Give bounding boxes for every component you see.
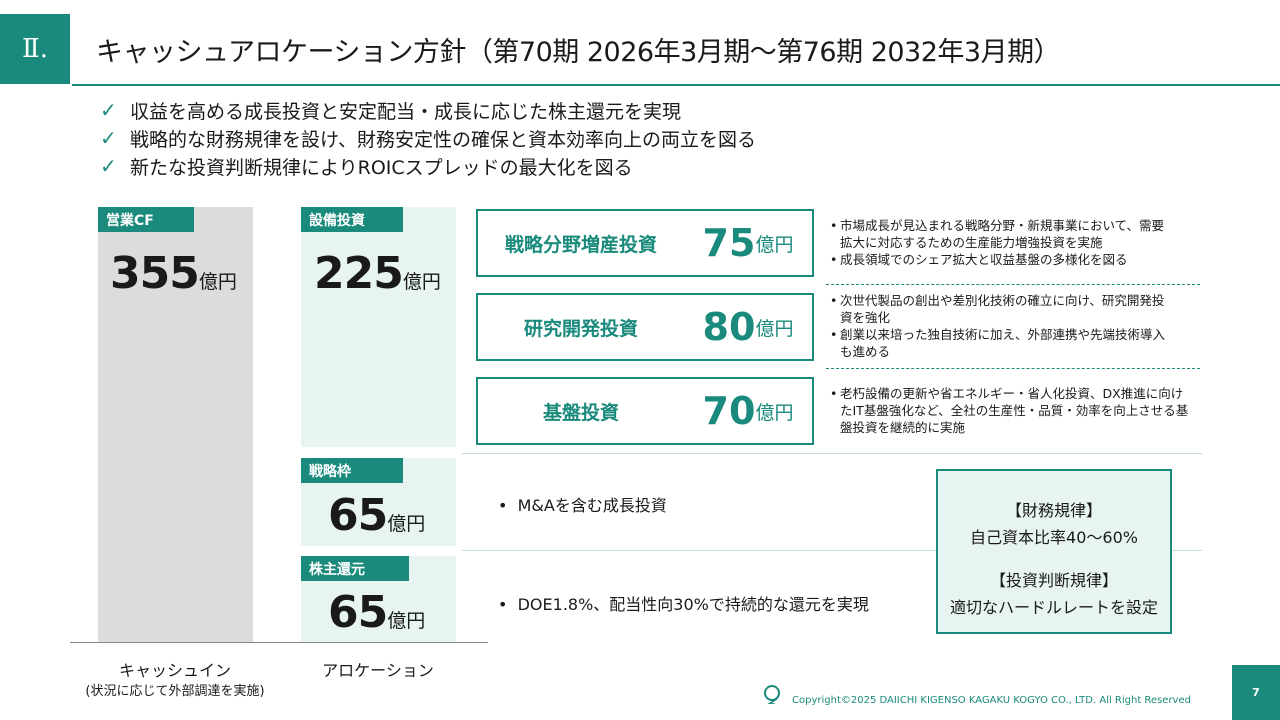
allocation-caption: アロケーション [322, 661, 434, 680]
investment-unit: 億円 [755, 317, 794, 340]
investment-value: 75 億円 [684, 209, 814, 277]
description-item: 成長領域でのシェア拡大と収益基盤の多様化を図る [840, 252, 1128, 267]
title-divider [72, 84, 1280, 86]
section-divider [462, 550, 1202, 551]
strategic-value: 65億円 [328, 490, 425, 541]
investment-description: • 老朽設備の更新や省エネルギー・省人化投資、DX推進に向けたIT基盤強化など、全… [830, 386, 1189, 435]
baseline [70, 642, 488, 643]
row-separator [826, 368, 1200, 369]
page-title: キャッシュアロケーション方針（第70期 2026年3月期～第76期 2032年3… [96, 37, 1061, 68]
investment-description: • 市場成長が見込まれる戦略分野・新規事業において、需要拡大に対応するための生産能… [830, 217, 1175, 268]
key-point-text: 収益を高める成長投資と安定配当・成長に応じた株主還元を実現 [130, 100, 682, 123]
investment-unit: 億円 [755, 233, 794, 256]
capex-number: 225 [314, 248, 404, 299]
check-icon: ✓ [100, 98, 117, 122]
investment-number: 70 [702, 389, 756, 433]
returns-description: • DOE1.8%、配当性向30%で持続的な還元を実現 [498, 595, 869, 614]
cash-in-subcaption: (状況に応じて外部調達を実施) [85, 684, 265, 699]
investment-description: • 次世代製品の創出や差別化技術の確立に向け、研究開発投資を強化 • 創業以来培った… [830, 292, 1175, 360]
cash-in-bar [98, 207, 253, 643]
key-point-text: 戦略的な財務規律を設け、財務安定性の確保と資本効率向上の両立を図る [130, 128, 757, 151]
investment-number: 75 [702, 221, 756, 265]
financial-discipline-title: 【財務規律】 [1005, 501, 1102, 520]
investment-value: 80 億円 [684, 293, 814, 361]
discipline-box: 【財務規律】 自己資本比率40～60% 【投資判断規律】 適切なハードルレートを… [936, 469, 1172, 634]
investment-discipline-title: 【投資判断規律】 [989, 571, 1118, 590]
key-points: ✓ 収益を高める成長投資と安定配当・成長に応じた株主還元を実現 ✓ 戦略的な財務規律… [100, 96, 756, 180]
investment-value: 70 億円 [684, 377, 814, 445]
key-point: ✓ 戦略的な財務規律を設け、財務安定性の確保と資本効率向上の両立を図る [100, 124, 756, 152]
investment-number: 80 [702, 305, 756, 349]
row-separator [826, 284, 1200, 285]
key-point: ✓ 新たな投資判断規律によりROICスプレッドの最大化を図る [100, 152, 756, 180]
investment-unit: 億円 [755, 401, 794, 424]
financial-discipline-value: 自己資本比率40～60% [970, 528, 1138, 547]
operating-cf-tag: 営業CF [98, 207, 194, 232]
key-point: ✓ 収益を高める成長投資と安定配当・成長に応じた株主還元を実現 [100, 96, 756, 124]
description-item: 市場成長が見込まれる戦略分野・新規事業において、需要拡大に対応するための生産能力… [840, 218, 1165, 250]
section-divider [462, 453, 1202, 454]
copyright: Copyright©2025 DAIICHI KIGENSO KAGAKU KO… [792, 695, 1191, 706]
strategic-number: 65 [328, 490, 388, 541]
key-point-text: 新たな投資判断規律によりROICスプレッドの最大化を図る [130, 156, 633, 179]
section-number: Ⅱ. [0, 14, 70, 84]
description-item: 次世代製品の創出や差別化技術の確立に向け、研究開発投資を強化 [840, 293, 1165, 325]
capex-value: 225億円 [314, 248, 441, 299]
capex-unit: 億円 [402, 271, 441, 293]
check-icon: ✓ [100, 126, 117, 150]
operating-cf-number: 355 [110, 248, 200, 299]
strategic-unit: 億円 [387, 513, 426, 535]
returns-tag: 株主還元 [301, 556, 409, 581]
check-icon: ✓ [100, 154, 117, 178]
investment-name: 研究開発投資 [476, 293, 686, 361]
strategic-description: • M&Aを含む成長投資 [498, 496, 667, 515]
cash-in-caption: キャッシュイン [118, 661, 231, 680]
capex-tag: 設備投資 [301, 207, 403, 232]
returns-value: 65億円 [328, 587, 425, 638]
company-logo-icon [764, 685, 780, 704]
returns-unit: 億円 [387, 610, 426, 632]
returns-description-text: DOE1.8%、配当性向30%で持続的な還元を実現 [517, 595, 869, 614]
strategic-tag: 戦略枠 [301, 458, 403, 483]
investment-name: 基盤投資 [476, 377, 686, 445]
capex-block [301, 207, 456, 447]
description-item: 老朽設備の更新や省エネルギー・省人化投資、DX推進に向けたIT基盤強化など、全社… [840, 386, 1189, 435]
operating-cf-value: 355億円 [110, 248, 237, 299]
investment-discipline-value: 適切なハードルレートを設定 [949, 598, 1158, 617]
strategic-description-text: M&Aを含む成長投資 [517, 496, 667, 515]
investment-name: 戦略分野増産投資 [476, 209, 686, 277]
description-item: 創業以来培った独自技術に加え、外部連携や先端技術導入も進める [840, 327, 1166, 359]
returns-number: 65 [328, 587, 388, 638]
page-number: 7 [1232, 665, 1280, 720]
operating-cf-unit: 億円 [198, 271, 237, 293]
